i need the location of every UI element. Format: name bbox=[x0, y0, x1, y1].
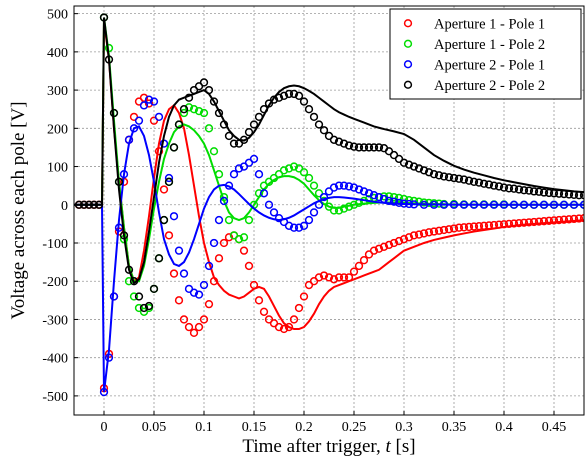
series-1-marker bbox=[356, 263, 363, 270]
x-tick-label: 0.15 bbox=[242, 420, 267, 435]
series-1-marker bbox=[296, 305, 303, 312]
series-1-marker bbox=[196, 324, 203, 331]
series-1-marker bbox=[191, 329, 198, 336]
series-1-marker bbox=[161, 186, 168, 193]
series-3-marker bbox=[271, 209, 278, 216]
series-3-marker bbox=[311, 209, 318, 216]
x-tick-label: 0.3 bbox=[395, 420, 413, 435]
y-tick-label: 400 bbox=[47, 46, 68, 61]
series-2-marker bbox=[311, 182, 318, 189]
y-tick-label: -400 bbox=[42, 352, 68, 367]
x-axis-label-text: Time after trigger, bbox=[242, 436, 385, 457]
legend-label: Aperture 2 - Pole 2 bbox=[434, 78, 545, 94]
series-1-marker bbox=[361, 257, 368, 264]
series-4-marker bbox=[311, 113, 318, 120]
series-3-marker bbox=[136, 117, 143, 124]
series-1-marker bbox=[206, 301, 213, 308]
x-tick-label: 0.25 bbox=[342, 420, 367, 435]
series-3-marker bbox=[306, 217, 313, 224]
series-4-marker bbox=[136, 293, 143, 300]
series-4-marker bbox=[306, 106, 313, 113]
series-3-marker bbox=[171, 213, 178, 220]
x-tick-label: 0.45 bbox=[542, 420, 567, 435]
y-tick-label: 0 bbox=[61, 199, 68, 214]
series-4-marker bbox=[321, 127, 328, 134]
y-tick-label: 100 bbox=[47, 161, 68, 176]
series-4-marker bbox=[156, 255, 163, 262]
y-tick-label: -500 bbox=[42, 390, 68, 405]
series-4-marker bbox=[161, 217, 168, 224]
series-2-marker bbox=[246, 217, 253, 224]
y-tick-label: 500 bbox=[47, 8, 68, 23]
series-1-marker bbox=[216, 255, 223, 262]
series-4-marker bbox=[246, 129, 253, 136]
series-4-marker bbox=[226, 133, 233, 140]
legend: Aperture 1 - Pole 1 Aperture 1 - Pole 2 Ap… bbox=[390, 9, 581, 99]
series-3-marker bbox=[256, 171, 263, 178]
series-2-marker bbox=[211, 148, 218, 155]
x-axis-label-unit: [s] bbox=[391, 436, 416, 457]
series-4-marker bbox=[316, 121, 323, 128]
series-1-marker bbox=[261, 308, 268, 315]
series-1-marker bbox=[166, 232, 173, 239]
series-3-marker bbox=[181, 270, 188, 277]
x-tick-label: 0.1 bbox=[195, 420, 213, 435]
y-tick-label: -200 bbox=[42, 275, 68, 290]
series-3-marker bbox=[156, 113, 163, 120]
series-2-marker bbox=[306, 175, 313, 182]
x-tick-label: 0.35 bbox=[442, 420, 467, 435]
series-2-marker bbox=[216, 171, 223, 178]
x-axis-label: Time after trigger, t [s] bbox=[242, 436, 415, 457]
y-tick-label: 300 bbox=[47, 84, 68, 99]
series-3-marker bbox=[176, 247, 183, 254]
series-1-marker bbox=[241, 247, 248, 254]
series-1-marker bbox=[186, 324, 193, 331]
x-tick-label: 0.05 bbox=[142, 420, 167, 435]
y-tick-label: -100 bbox=[42, 237, 68, 252]
series-1-marker bbox=[256, 297, 263, 304]
series-4-marker bbox=[256, 113, 263, 120]
series-1-marker bbox=[171, 270, 178, 277]
series-1-marker bbox=[246, 263, 253, 270]
legend-label: Aperture 2 - Pole 1 bbox=[434, 57, 545, 73]
series-3-marker bbox=[216, 217, 223, 224]
y-tick-label: -300 bbox=[42, 313, 68, 328]
legend-label: Aperture 1 - Pole 2 bbox=[434, 37, 545, 53]
series-2-marker bbox=[226, 217, 233, 224]
legend-label: Aperture 1 - Pole 1 bbox=[434, 16, 545, 32]
x-tick-label: 0.2 bbox=[295, 420, 313, 435]
series-1-marker bbox=[176, 297, 183, 304]
x-tick-label: 0.4 bbox=[495, 420, 513, 435]
y-axis-label: Voltage across each pole [V] bbox=[8, 101, 29, 319]
y-tick-label: 200 bbox=[47, 122, 68, 137]
x-tick-label: 0 bbox=[101, 420, 108, 435]
series-4-marker bbox=[171, 144, 178, 151]
series-3-marker bbox=[231, 171, 238, 178]
series-1-marker bbox=[346, 274, 353, 281]
